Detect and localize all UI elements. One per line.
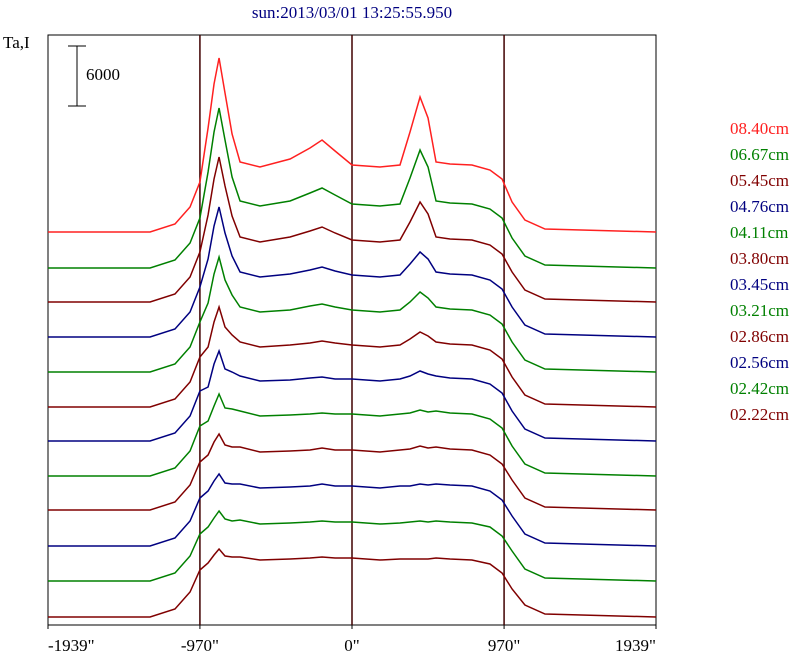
x-tick-label: 0" <box>344 636 359 655</box>
legend-label: 02.22cm <box>730 405 789 424</box>
series-line <box>48 107 657 269</box>
series-line <box>48 57 657 233</box>
legend-label: 02.86cm <box>730 327 789 346</box>
y-axis-label: Ta,I <box>3 33 30 52</box>
x-tick-label: -1939" <box>48 636 95 655</box>
x-tick-label: -970" <box>181 636 219 655</box>
series-line <box>48 156 657 303</box>
legend-label: 03.45cm <box>730 275 789 294</box>
legend-label: 03.21cm <box>730 301 789 320</box>
series-line <box>48 432 657 511</box>
legend-label: 06.67cm <box>730 145 789 164</box>
series-line <box>48 254 657 373</box>
legend-label: 04.76cm <box>730 197 789 216</box>
legend-label: 04.11cm <box>730 223 788 242</box>
x-tick-label: 1939" <box>615 636 656 655</box>
legend-label: 08.40cm <box>730 119 789 138</box>
legend-label: 03.80cm <box>730 249 789 268</box>
series-line <box>48 348 657 442</box>
legend-label: 02.42cm <box>730 379 789 398</box>
series-line <box>48 304 657 408</box>
series-line <box>48 392 657 477</box>
scale-bar-label: 6000 <box>86 65 120 84</box>
series-line <box>48 472 657 547</box>
chart-title: sun:2013/03/01 13:25:55.950 <box>252 3 452 22</box>
legend-label: 05.45cm <box>730 171 789 190</box>
series-line <box>48 206 657 338</box>
series-line <box>48 547 657 618</box>
x-tick-label: 970" <box>488 636 520 655</box>
series-line <box>48 509 657 582</box>
legend-label: 02.56cm <box>730 353 789 372</box>
